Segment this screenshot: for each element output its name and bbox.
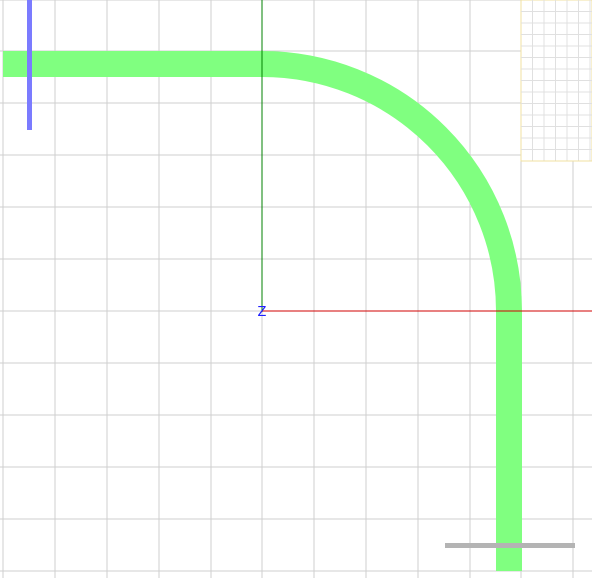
- gray-marker[interactable]: [445, 543, 575, 548]
- z-axis-label: Z: [258, 305, 267, 320]
- blue-marker[interactable]: [27, 0, 32, 130]
- mini-panel: [520, 0, 592, 162]
- green-path[interactable]: [3, 51, 522, 571]
